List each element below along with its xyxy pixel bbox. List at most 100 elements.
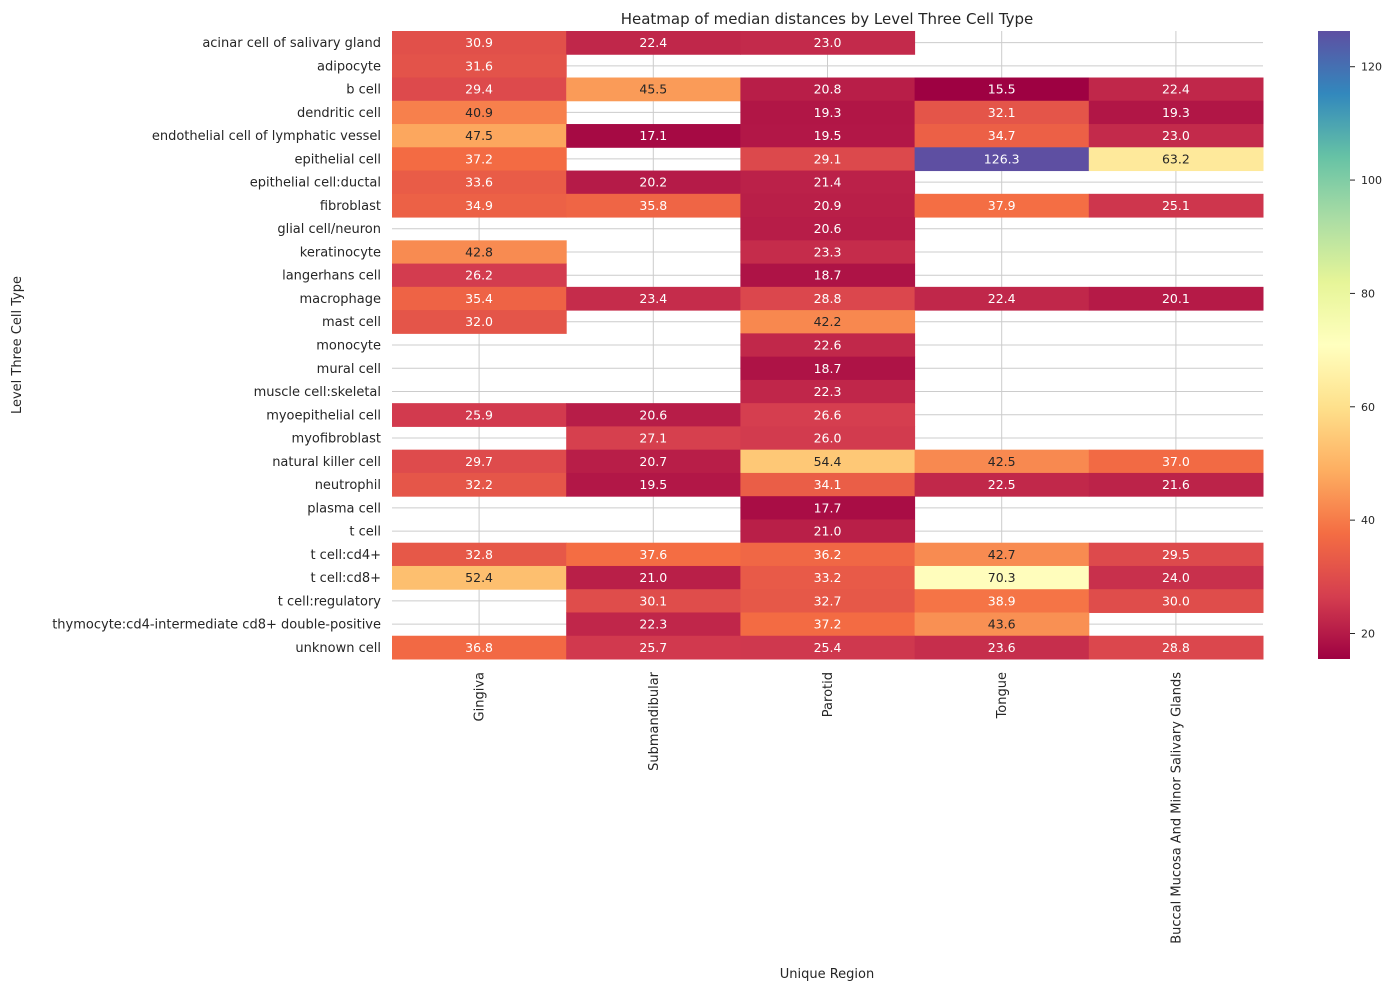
cell-value-label: 17.7 [814, 500, 842, 515]
row-label: monocyte [316, 339, 381, 354]
cell-value-label: 20.2 [639, 175, 667, 190]
cell-value-label: 21.0 [814, 524, 842, 539]
heatmap-cell [392, 403, 567, 427]
row-label: unknown cell [295, 641, 381, 656]
cell-value-label: 30.0 [1162, 593, 1190, 608]
cell-value-label: 42.8 [465, 244, 493, 259]
heatmap-cell [914, 193, 1090, 218]
heatmap-cell [1088, 635, 1264, 660]
cell-value-label: 34.7 [988, 128, 1016, 143]
heatmap-cell [914, 100, 1090, 125]
cell-value-label: 20.9 [814, 198, 842, 213]
heatmap-cell [740, 589, 916, 613]
heatmap-cell [740, 403, 916, 427]
heatmap-cell [914, 147, 1090, 172]
cell-value-label: 19.3 [1162, 105, 1190, 120]
heatmap-cell [740, 472, 916, 497]
cell-value-label: 21.6 [1162, 477, 1190, 492]
cell-value-label: 36.8 [465, 640, 493, 655]
row-label: muscle cell:skeletal [254, 385, 381, 400]
row-label: adipocyte [317, 59, 381, 74]
heatmap-cell [740, 217, 916, 241]
heatmap-cell [740, 263, 916, 288]
cell-value-label: 20.1 [1162, 291, 1190, 306]
heatmap-cell [914, 472, 1090, 497]
heatmap-cell [740, 542, 916, 567]
heatmap-cell [566, 449, 741, 474]
heatmap-cell [740, 612, 916, 637]
chart-title: Heatmap of median distances by Level Thr… [621, 10, 1034, 28]
cell-value-label: 29.7 [465, 454, 493, 469]
cell-value-label: 42.5 [988, 454, 1016, 469]
heatmap-cell [740, 635, 916, 660]
heatmap-cell [566, 635, 741, 660]
colorbar-tick-label: 100 [1361, 174, 1382, 187]
heatmap-cell [740, 31, 916, 55]
cell-value-label: 23.6 [988, 640, 1016, 655]
heatmap-cell [740, 356, 916, 381]
heatmap-cell [392, 77, 567, 102]
heatmap-cell [1088, 193, 1264, 218]
cell-value-label: 24.0 [1162, 570, 1190, 585]
cell-value-label: 33.6 [465, 175, 493, 190]
cell-value-label: 22.4 [1162, 82, 1190, 97]
cell-value-label: 28.8 [814, 291, 842, 306]
cell-value-label: 25.9 [465, 407, 493, 422]
cell-value-label: 22.4 [988, 291, 1016, 306]
heatmap-cell [1088, 542, 1264, 567]
heatmap-cell [740, 565, 916, 590]
colorbar [1318, 31, 1350, 659]
heatmap-cell [1088, 77, 1264, 102]
row-label: macrophage [300, 292, 382, 307]
cell-value-label: 32.8 [465, 547, 493, 562]
heatmap-cell [1088, 589, 1264, 613]
cell-value-label: 20.6 [639, 407, 667, 422]
cell-value-label: 18.7 [814, 268, 842, 283]
row-label: myofibroblast [292, 432, 381, 447]
heatmap-cell [392, 124, 567, 148]
cell-value-label: 42.7 [988, 547, 1016, 562]
cell-value-label: 45.5 [639, 82, 667, 97]
row-label: langerhans cell [282, 269, 381, 284]
heatmap-cell [1088, 100, 1264, 125]
cell-value-label: 21.0 [639, 570, 667, 585]
heatmap-cell [740, 496, 916, 520]
cell-value-label: 26.0 [814, 431, 842, 446]
cell-value-label: 63.2 [1162, 151, 1190, 166]
cell-value-label: 30.1 [639, 593, 667, 608]
heatmap-cell [914, 589, 1090, 613]
heatmap-cell [566, 31, 741, 55]
row-label: t cell:regulatory [278, 594, 382, 609]
row-labels: acinar cell of salivary gland adipocyte b … [52, 36, 381, 656]
cell-value-label: 31.6 [465, 58, 493, 73]
cell-value-label: 28.8 [1162, 640, 1190, 655]
cell-value-label: 15.5 [988, 82, 1016, 97]
cell-value-label: 37.9 [988, 198, 1016, 213]
row-label: endothelial cell of lymphatic vessel [152, 129, 381, 144]
cell-value-label: 34.1 [814, 477, 842, 492]
cell-value-label: 35.4 [465, 291, 493, 306]
cell-value-label: 126.3 [984, 151, 1020, 166]
heatmap-cell [392, 263, 567, 288]
column-label: Parotid [821, 672, 836, 717]
column-labels: Gingiva Submandibular Parotid Tongue Buccal … [473, 671, 1185, 943]
cell-value-label: 25.1 [1162, 198, 1190, 213]
cell-value-label: 20.8 [814, 82, 842, 97]
column-label: Gingiva [473, 672, 488, 721]
heatmap-cell [914, 542, 1090, 567]
heatmap-cell [392, 170, 567, 195]
cell-value-label: 36.2 [814, 547, 842, 562]
heatmap-cell [740, 193, 916, 218]
x-axis-title: Unique Region [780, 967, 875, 982]
heatmap-cell [566, 286, 741, 311]
cell-value-label: 27.1 [639, 431, 667, 446]
cell-value-label: 34.9 [465, 198, 493, 213]
row-label: fibroblast [320, 199, 381, 214]
heatmap-cell [392, 193, 567, 218]
row-label: t cell [349, 525, 381, 540]
heatmap-cell [740, 310, 916, 334]
cell-value-label: 38.9 [988, 593, 1016, 608]
heatmap-cell [392, 31, 567, 55]
heatmap-cell [566, 170, 741, 195]
cell-value-label: 23.4 [639, 291, 667, 306]
